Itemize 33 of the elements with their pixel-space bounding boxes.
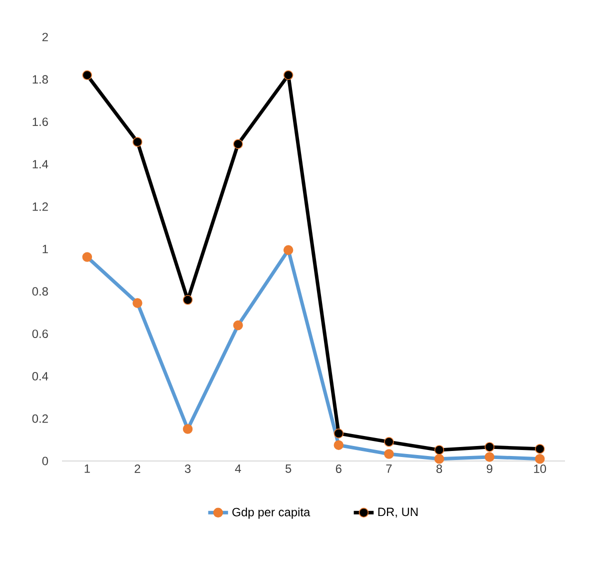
x-tick-label: 2 [134, 464, 140, 473]
x-tick-label: 9 [486, 464, 492, 473]
y-tick-label: 1.2 [32, 202, 48, 211]
x-tick-label: 5 [286, 464, 292, 473]
point [283, 70, 294, 80]
x-tick-label: 1 [84, 464, 90, 473]
y-tick-label: 1 [42, 244, 48, 254]
x-tick-label: 4 [235, 464, 242, 473]
legend-label: DR, UN [378, 508, 418, 518]
y-tick-label: 0.2 [32, 414, 48, 423]
point [434, 445, 444, 455]
y-tick-label: 0.4 [32, 372, 48, 380]
point [132, 137, 142, 147]
y-tick-label: 0.8 [32, 287, 48, 296]
point [233, 139, 243, 149]
y-tick-label: 1.4 [32, 160, 48, 168]
x-tick-label: 10 [534, 464, 546, 473]
y-tick-label: 1.8 [32, 75, 48, 84]
x-tick-label: 7 [386, 464, 392, 473]
y-tick-label: 2 [42, 32, 48, 42]
point [334, 428, 344, 438]
legend-label: Gdp per capita [232, 508, 310, 519]
y-tick-label: 0.6 [32, 330, 48, 338]
point [484, 442, 494, 452]
point [182, 294, 193, 305]
point [82, 70, 92, 80]
x-tick-label: 6 [336, 464, 342, 473]
x-tick-label: 8 [436, 464, 442, 473]
y-tick-label: 0 [42, 456, 48, 466]
point [384, 437, 394, 447]
point [534, 444, 545, 454]
x-tick-label: 3 [184, 464, 191, 473]
y-tick-label: 1.6 [32, 118, 48, 126]
